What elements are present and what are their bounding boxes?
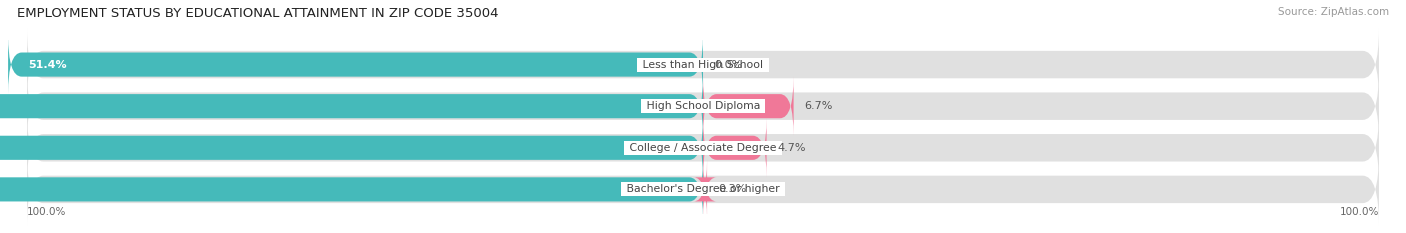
FancyBboxPatch shape [27,153,1379,226]
FancyBboxPatch shape [693,160,717,219]
FancyBboxPatch shape [0,118,703,177]
Text: 4.7%: 4.7% [778,143,806,153]
FancyBboxPatch shape [0,77,703,136]
FancyBboxPatch shape [703,77,793,136]
Text: 0.3%: 0.3% [718,184,747,194]
Text: 100.0%: 100.0% [27,207,66,217]
FancyBboxPatch shape [0,160,703,219]
FancyBboxPatch shape [27,112,1379,184]
Text: EMPLOYMENT STATUS BY EDUCATIONAL ATTAINMENT IN ZIP CODE 35004: EMPLOYMENT STATUS BY EDUCATIONAL ATTAINM… [17,7,498,20]
FancyBboxPatch shape [27,28,1379,101]
Text: 6.7%: 6.7% [804,101,832,111]
Text: High School Diploma: High School Diploma [643,101,763,111]
Text: Less than High School: Less than High School [640,60,766,70]
FancyBboxPatch shape [27,70,1379,142]
FancyBboxPatch shape [703,118,766,177]
Text: Source: ZipAtlas.com: Source: ZipAtlas.com [1278,7,1389,17]
Text: 51.4%: 51.4% [28,60,67,70]
Text: Bachelor's Degree or higher: Bachelor's Degree or higher [623,184,783,194]
FancyBboxPatch shape [8,35,703,94]
Text: 100.0%: 100.0% [1340,207,1379,217]
Text: 0.0%: 0.0% [714,60,742,70]
Text: College / Associate Degree: College / Associate Degree [626,143,780,153]
